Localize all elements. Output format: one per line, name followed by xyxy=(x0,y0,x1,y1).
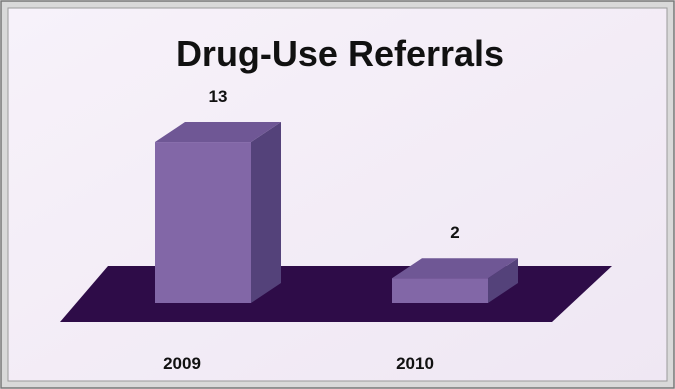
category-labels: 2009 2010 xyxy=(163,354,434,373)
bar-top-2009 xyxy=(155,122,281,143)
bar-front-2010 xyxy=(392,278,488,303)
value-label-2009: 13 xyxy=(209,87,228,106)
bar-side-2009 xyxy=(251,122,281,303)
value-labels: 13 2 xyxy=(209,87,460,242)
category-label-2009: 2009 xyxy=(163,354,201,373)
bar-2009 xyxy=(155,122,281,303)
bar-top-2010 xyxy=(392,258,518,279)
bar-2010 xyxy=(392,258,518,303)
chart-floor xyxy=(60,266,612,322)
bar-front-2009 xyxy=(155,142,251,303)
chart-title: Drug-Use Referrals xyxy=(176,33,504,74)
value-label-2010: 2 xyxy=(450,223,459,242)
category-label-2010: 2010 xyxy=(396,354,434,373)
bar-side-2010 xyxy=(488,258,518,303)
bars-group xyxy=(155,122,518,303)
